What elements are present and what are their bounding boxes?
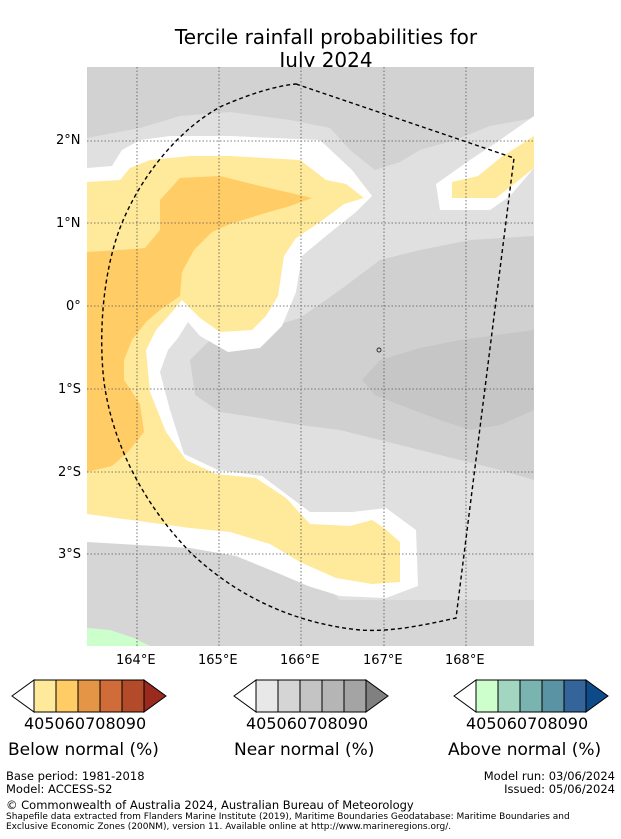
lat-label-1n: 1°N: [56, 216, 81, 231]
title-line-1: Tercile rainfall probabilities for: [174, 25, 478, 49]
colorbar-box: [541, 679, 565, 713]
legend-tick: 80: [327, 714, 348, 733]
lon-label-167e: 167°E: [363, 653, 403, 668]
lat-label-2n: 2°N: [56, 133, 81, 148]
legend-tick: 40: [246, 714, 267, 733]
legend-tick: 60: [64, 714, 86, 733]
lon-label-166e: 166°E: [280, 653, 320, 668]
colorbar-box: [321, 679, 345, 713]
legend-above-normal: 405060708090 Above normal (%): [448, 678, 617, 760]
near-normal-east-core: [362, 330, 534, 430]
colorbar-below-normal: [11, 679, 167, 713]
colorbar-box: [563, 679, 587, 713]
legend-tick: 60: [506, 714, 528, 733]
eez-boundary: [101, 83, 515, 632]
colorbar-box: [299, 679, 323, 713]
legend-near-ticks: 405060708090: [246, 714, 368, 733]
legend-above-caption: Above normal (%): [448, 740, 602, 760]
lat-label-0: 0°: [66, 299, 81, 314]
map-title: Tercile rainfall probabilities for July …: [87, 26, 565, 72]
legend-tick: 50: [44, 714, 65, 733]
legend-tick: 90: [125, 714, 147, 733]
title-line-2: July 2024: [279, 48, 373, 72]
colorbar-arrow-left: [233, 679, 257, 713]
legend-tick: 50: [486, 714, 507, 733]
lon-label-164e: 164°E: [116, 653, 156, 668]
shapefile-credit-1: Shapefile data extracted from Flanders M…: [6, 812, 570, 822]
graticule: [87, 67, 534, 646]
colorbar-arrow-left: [453, 679, 477, 713]
shapefile-credit-2: Exclusive Economic Zones (200NM), versio…: [6, 822, 452, 832]
colorbar-box: [255, 679, 279, 713]
colorbar-box: [33, 679, 57, 713]
island-marker: [376, 347, 382, 353]
lat-label-3s: 3°S: [58, 547, 82, 562]
above-normal-40-region: [87, 628, 150, 646]
legend-below-ticks: 405060708090: [24, 714, 146, 733]
legend-near-normal: 405060708090 Near normal (%): [232, 678, 397, 760]
legend-below-normal: 405060708090 Below normal (%): [8, 678, 175, 760]
near-normal-north-patch: [87, 67, 534, 170]
legend-near-caption: Near normal (%): [234, 740, 375, 760]
base-period: Base period: 1981-2018: [6, 769, 145, 783]
model-name: Model: ACCESS-S2: [6, 782, 113, 796]
colorbar-arrow-right: [365, 679, 389, 713]
lon-label-168e: 168°E: [445, 653, 485, 668]
legend-tick: 80: [105, 714, 126, 733]
issued-date: Issued: 05/06/2024: [504, 782, 615, 796]
probability-map: [87, 67, 534, 646]
legend-tick: 80: [547, 714, 568, 733]
legend-tick: 40: [24, 714, 45, 733]
lat-label-1s: 1°S: [58, 382, 82, 397]
legend-tick: 70: [527, 714, 548, 733]
copyright: © Commonwealth of Australia 2024, Austra…: [6, 798, 414, 812]
colorbar-box: [77, 679, 101, 713]
colorbar-above-normal: [453, 679, 609, 713]
colorbar-box: [519, 679, 543, 713]
colorbar-near-normal: [233, 679, 389, 713]
model-run: Model run: 03/06/2024: [483, 769, 615, 783]
colorbar-box: [99, 679, 123, 713]
legend-tick: 70: [307, 714, 328, 733]
colorbar-arrow-right: [143, 679, 167, 713]
colorbar-box: [55, 679, 79, 713]
legend-tick: 70: [85, 714, 106, 733]
colorbar-box: [343, 679, 367, 713]
near-normal-south-patch: [87, 530, 534, 646]
legend-below-caption: Below normal (%): [8, 740, 159, 760]
colorbar-arrow-left: [11, 679, 35, 713]
colorbar-box: [475, 679, 499, 713]
colorbar-arrow-right: [585, 679, 609, 713]
legend-tick: 90: [567, 714, 589, 733]
legend-above-ticks: 405060708090: [466, 714, 588, 733]
colorbar-box: [497, 679, 521, 713]
colorbar-box: [121, 679, 145, 713]
legend-tick: 90: [347, 714, 369, 733]
below-normal-50-region: [87, 176, 312, 472]
legend-tick: 60: [286, 714, 308, 733]
legend-tick: 40: [466, 714, 487, 733]
colorbar-box: [277, 679, 301, 713]
lon-label-165e: 165°E: [198, 653, 238, 668]
lat-label-2s: 2°S: [58, 465, 82, 480]
legend-tick: 50: [266, 714, 287, 733]
below-normal-40-east: [452, 136, 534, 198]
